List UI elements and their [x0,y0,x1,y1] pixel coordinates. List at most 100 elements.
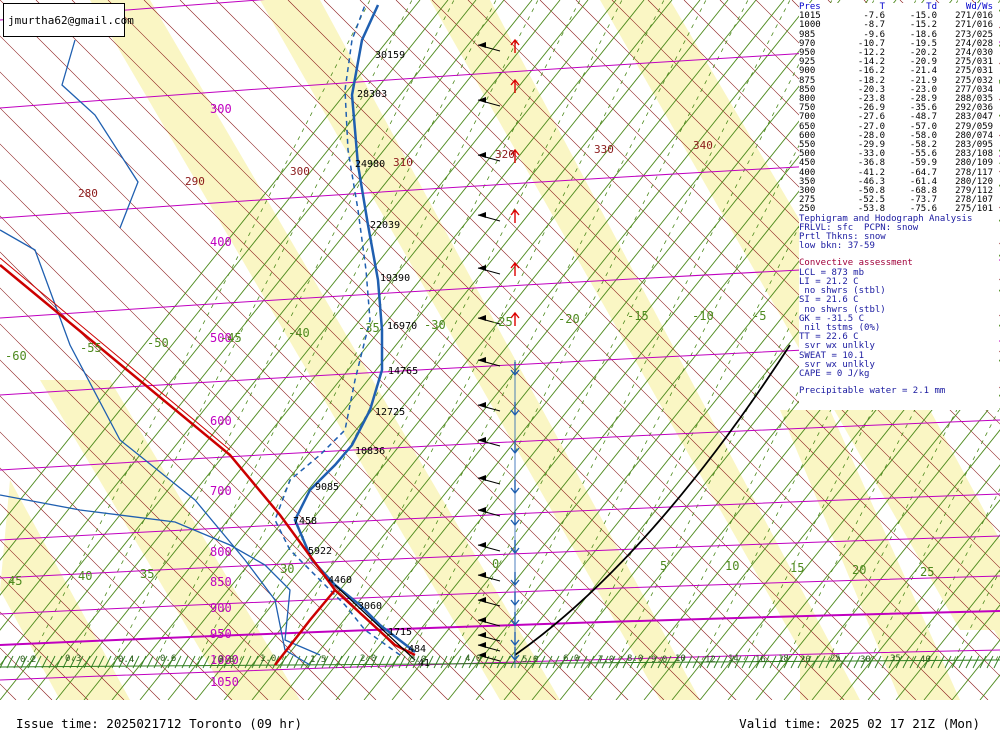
table-row: 600 -28.0 -58.0 280/074 [799,131,999,141]
cell-wind: 278/107 [955,195,993,206]
mixing-ratio-label: 1.5 [310,655,326,665]
cell-pres: 700 [799,112,816,123]
cell-pres: 450 [799,158,816,169]
cell-pres: 1000 [799,20,821,31]
panel-line: CAPE = 0 J/kg [799,368,870,379]
cell-pres: 950 [799,48,816,59]
hatch-mark [62,655,70,669]
mixing-ratio-line [281,0,623,661]
cell-t: -10.7 [857,38,885,49]
isentrope-line [287,0,989,700]
header-td: Td [926,2,937,12]
parcel-path [0,264,416,657]
panel-line: nil tstms (0%) [799,322,881,333]
barb-flag [478,617,486,623]
hatch-mark [825,655,833,669]
mixing-ratio-label: 6.0 [563,654,579,664]
cell-t: -14.2 [857,57,885,68]
cell-td: -64.7 [909,167,937,178]
theta-label: 310 [393,156,413,169]
hatch-mark [433,655,441,669]
convective-lines: LCL = 873 mb LI = 21.2 C no shwrs (stbl) S… [799,268,999,379]
isotherm-label: 25 [920,565,934,579]
mixing-ratio-label: 4.0 [465,654,481,664]
hatch-mark [489,655,497,669]
table-row: 450 -36.8 -59.9 280/109 [799,159,999,168]
theta-label: 280 [78,187,98,200]
precipitable-water: Precipitable water = 2.1 mm [799,386,946,397]
cell-t: -53.8 [857,204,885,215]
table-header: Pres T Td Wd/Ws [799,2,999,12]
hatch-mark [0,655,7,669]
hatch-mark [377,655,385,669]
mixing-ratio-line [71,0,413,661]
wind-barb [477,652,501,662]
wind-barb [477,152,501,162]
issue-time: Issue time: 2025021712 Toronto (09 hr) [16,716,302,731]
isotherm-label: -40 [288,326,310,340]
vertical-motion-arrow-up [510,311,520,326]
panel-line: TT = 22.6 C [799,332,859,343]
height-label: 5922 [308,546,332,557]
cell-wind: 275/032 [955,75,993,86]
convective-title: Convective assessment [799,258,913,269]
hatch-mark [797,655,805,669]
cell-td: -15.2 [909,20,937,31]
cell-td: -19.5 [909,38,937,49]
cell-pres: 985 [799,29,816,40]
cell-wind: 273/025 [955,29,993,40]
mixing-ratio-label: 5.0 [522,655,538,665]
hatch-mark [230,655,238,669]
barb-flag [478,632,486,638]
cell-wind: 277/034 [955,84,993,95]
mixing-ratio-label: 7.0 [598,655,614,665]
isotherm-line [223,0,785,700]
isotherm-line [895,569,1000,700]
hatch-mark [552,655,560,669]
cell-t: -20.3 [857,84,885,95]
cell-td: -61.4 [909,176,937,187]
mixing-ratio-line [575,0,917,661]
isentrope-line [0,359,341,700]
height-label: 14765 [388,366,418,377]
cell-wind: 283/108 [955,149,993,160]
isotherm-line [167,0,729,700]
hatch-mark [454,655,462,669]
cell-pres: 650 [799,121,816,132]
barb-flag [478,642,486,648]
parcel-thin [0,257,231,451]
isotherm-label: 10 [725,559,739,573]
cell-t: -9.6 [863,29,885,40]
hatch-mark [419,655,427,669]
wind-barb [477,597,501,607]
pressure-label: 300 [210,102,232,116]
mixing-ratio-label: 0.3 [65,654,81,664]
barb-flag [478,152,486,158]
isentrope-line [215,0,917,700]
cell-td: -20.9 [909,57,937,68]
hatch-mark [804,655,812,669]
isotherm-label: 30 [280,562,294,576]
hatch-mark [286,655,294,669]
height-label: 9085 [315,482,339,493]
table-row: 250 -53.8 -75.6 275/101 [799,205,999,214]
wind-barb [477,507,501,517]
cell-td: -15.0 [909,11,937,22]
vertical-motion-arrow-up [510,78,520,93]
mixing-ratio-label: 9.0 [651,655,667,665]
left-profile-a [0,494,321,656]
mixing-ratio-line [239,0,581,661]
hatch-mark [538,655,546,669]
vertical-motion-arrow-up [510,148,520,163]
mixing-ratio-line [365,0,707,661]
isotherm-line [0,0,477,596]
isotherm-label: -35 [358,321,380,335]
barb-flag [478,597,486,603]
hatch-mark [853,655,861,669]
mixing-ratio-label: 35 [890,654,901,664]
hatch-mark [20,655,28,669]
panel-line: GK = -31.5 C [799,313,865,324]
hatch-mark [979,655,987,669]
chart-labels: 30040050060070080085090095010001050-60-5… [5,50,934,689]
cell-wind: 283/047 [955,112,993,123]
